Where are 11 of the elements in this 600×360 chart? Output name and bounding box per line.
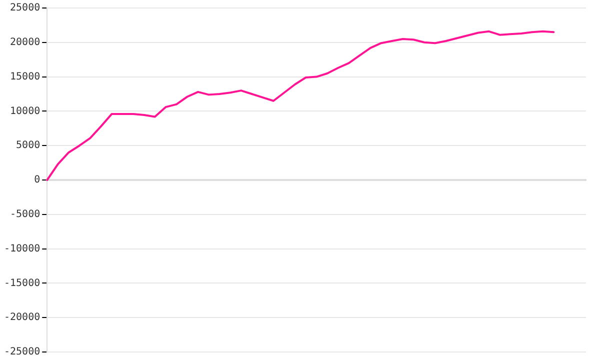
y-tick-label: 25000 xyxy=(10,2,40,14)
y-tick-label: 20000 xyxy=(10,36,40,48)
y-tick-label: -5000 xyxy=(10,208,40,220)
y-tick-label: -10000 xyxy=(4,243,40,254)
y-tick-label: -15000 xyxy=(4,278,40,289)
y-tick-label: 15000 xyxy=(10,71,40,82)
y-tick-label: -20000 xyxy=(4,312,40,324)
y-tick-label: 5000 xyxy=(16,140,40,152)
y-tick-label: -25000 xyxy=(4,346,40,358)
y-tick-label: 10000 xyxy=(10,106,40,117)
y-tick-label: 0 xyxy=(34,174,40,186)
